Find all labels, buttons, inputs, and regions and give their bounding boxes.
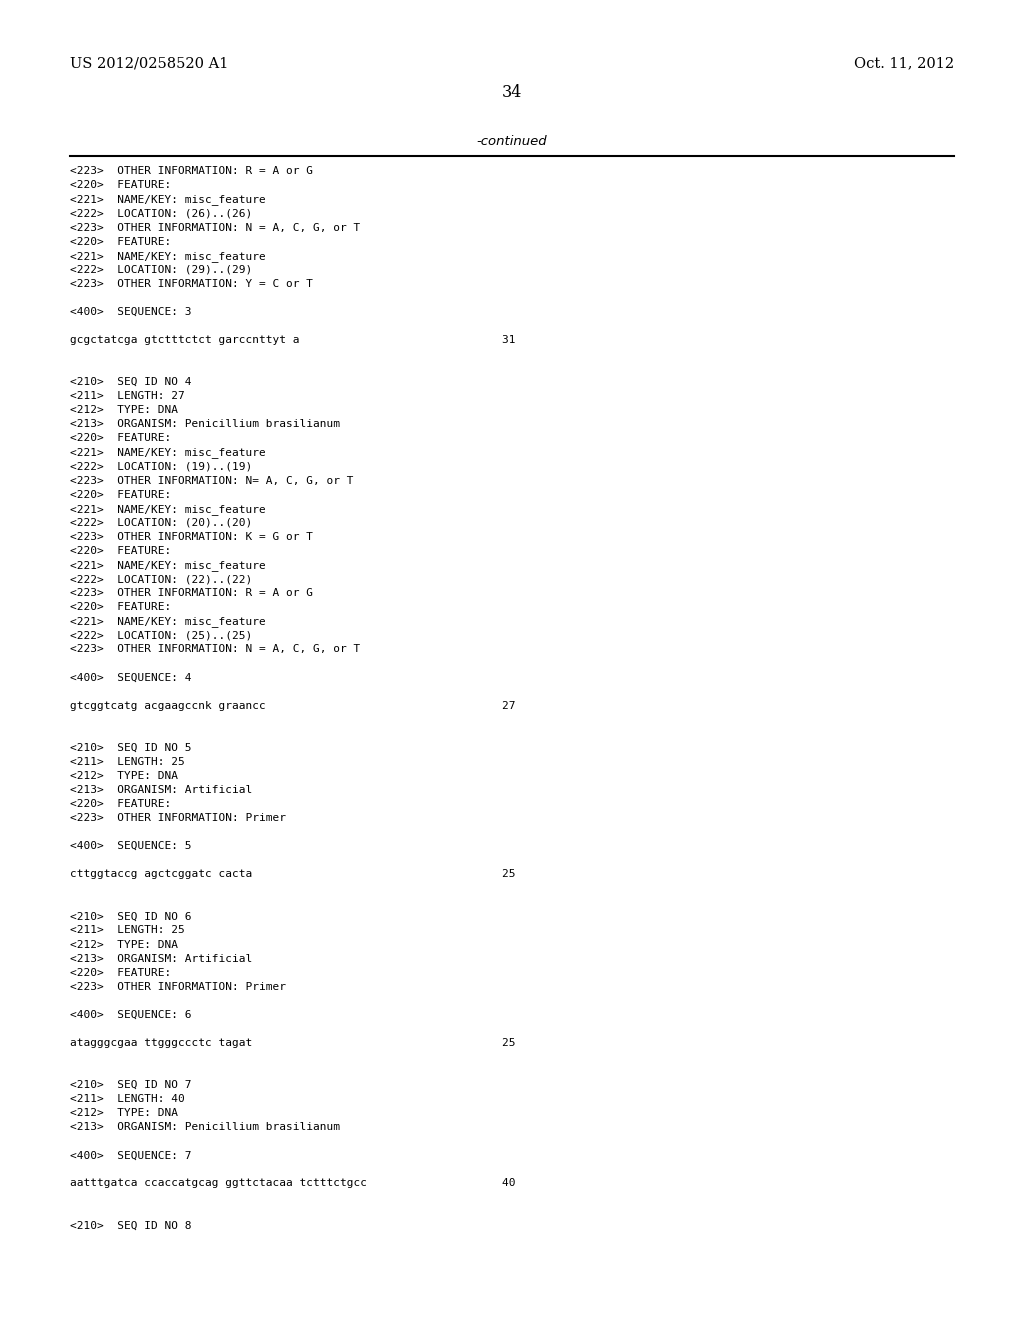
Text: gcgctatcga gtctttctct garccnttyt a                              31: gcgctatcga gtctttctct garccnttyt a 31: [70, 335, 515, 345]
Text: <211>  LENGTH: 27: <211> LENGTH: 27: [70, 391, 184, 401]
Text: <220>  FEATURE:: <220> FEATURE:: [70, 181, 171, 190]
Text: <221>  NAME/KEY: misc_feature: <221> NAME/KEY: misc_feature: [70, 560, 265, 570]
Text: <210>  SEQ ID NO 4: <210> SEQ ID NO 4: [70, 378, 191, 387]
Text: <221>  NAME/KEY: misc_feature: <221> NAME/KEY: misc_feature: [70, 504, 265, 515]
Text: <213>  ORGANISM: Penicillium brasilianum: <213> ORGANISM: Penicillium brasilianum: [70, 420, 340, 429]
Text: <210>  SEQ ID NO 5: <210> SEQ ID NO 5: [70, 743, 191, 752]
Text: <210>  SEQ ID NO 7: <210> SEQ ID NO 7: [70, 1080, 191, 1090]
Text: <211>  LENGTH: 25: <211> LENGTH: 25: [70, 756, 184, 767]
Text: <223>  OTHER INFORMATION: R = A or G: <223> OTHER INFORMATION: R = A or G: [70, 166, 312, 177]
Text: <223>  OTHER INFORMATION: K = G or T: <223> OTHER INFORMATION: K = G or T: [70, 532, 312, 541]
Text: <222>  LOCATION: (20)..(20): <222> LOCATION: (20)..(20): [70, 517, 252, 528]
Text: <220>  FEATURE:: <220> FEATURE:: [70, 602, 171, 612]
Text: 34: 34: [502, 84, 522, 100]
Text: <400>  SEQUENCE: 7: <400> SEQUENCE: 7: [70, 1151, 191, 1160]
Text: <222>  LOCATION: (19)..(19): <222> LOCATION: (19)..(19): [70, 462, 252, 471]
Text: <221>  NAME/KEY: misc_feature: <221> NAME/KEY: misc_feature: [70, 447, 265, 458]
Text: <220>  FEATURE:: <220> FEATURE:: [70, 433, 171, 444]
Text: <211>  LENGTH: 40: <211> LENGTH: 40: [70, 1094, 184, 1104]
Text: atagggcgaa ttgggccctc tagat                                     25: atagggcgaa ttgggccctc tagat 25: [70, 1038, 515, 1048]
Text: <400>  SEQUENCE: 4: <400> SEQUENCE: 4: [70, 672, 191, 682]
Text: <223>  OTHER INFORMATION: N = A, C, G, or T: <223> OTHER INFORMATION: N = A, C, G, or…: [70, 223, 359, 232]
Text: <400>  SEQUENCE: 6: <400> SEQUENCE: 6: [70, 1010, 191, 1020]
Text: <223>  OTHER INFORMATION: N = A, C, G, or T: <223> OTHER INFORMATION: N = A, C, G, or…: [70, 644, 359, 655]
Text: <222>  LOCATION: (25)..(25): <222> LOCATION: (25)..(25): [70, 630, 252, 640]
Text: <221>  NAME/KEY: misc_feature: <221> NAME/KEY: misc_feature: [70, 616, 265, 627]
Text: <211>  LENGTH: 25: <211> LENGTH: 25: [70, 925, 184, 936]
Text: <213>  ORGANISM: Artificial: <213> ORGANISM: Artificial: [70, 785, 252, 795]
Text: <220>  FEATURE:: <220> FEATURE:: [70, 968, 171, 978]
Text: <210>  SEQ ID NO 8: <210> SEQ ID NO 8: [70, 1221, 191, 1230]
Text: <400>  SEQUENCE: 3: <400> SEQUENCE: 3: [70, 308, 191, 317]
Text: <213>  ORGANISM: Penicillium brasilianum: <213> ORGANISM: Penicillium brasilianum: [70, 1122, 340, 1133]
Text: <220>  FEATURE:: <220> FEATURE:: [70, 799, 171, 809]
Text: <221>  NAME/KEY: misc_feature: <221> NAME/KEY: misc_feature: [70, 251, 265, 261]
Text: <223>  OTHER INFORMATION: R = A or G: <223> OTHER INFORMATION: R = A or G: [70, 589, 312, 598]
Text: <400>  SEQUENCE: 5: <400> SEQUENCE: 5: [70, 841, 191, 851]
Text: cttggtaccg agctcggatc cacta                                     25: cttggtaccg agctcggatc cacta 25: [70, 870, 515, 879]
Text: <212>  TYPE: DNA: <212> TYPE: DNA: [70, 1109, 177, 1118]
Text: <223>  OTHER INFORMATION: Y = C or T: <223> OTHER INFORMATION: Y = C or T: [70, 279, 312, 289]
Text: <222>  LOCATION: (22)..(22): <222> LOCATION: (22)..(22): [70, 574, 252, 583]
Text: <212>  TYPE: DNA: <212> TYPE: DNA: [70, 405, 177, 416]
Text: <213>  ORGANISM: Artificial: <213> ORGANISM: Artificial: [70, 953, 252, 964]
Text: gtcggtcatg acgaagccnk graancc                                   27: gtcggtcatg acgaagccnk graancc 27: [70, 701, 515, 710]
Text: <223>  OTHER INFORMATION: Primer: <223> OTHER INFORMATION: Primer: [70, 813, 286, 822]
Text: <220>  FEATURE:: <220> FEATURE:: [70, 490, 171, 500]
Text: <223>  OTHER INFORMATION: Primer: <223> OTHER INFORMATION: Primer: [70, 982, 286, 991]
Text: Oct. 11, 2012: Oct. 11, 2012: [854, 57, 954, 70]
Text: <223>  OTHER INFORMATION: N= A, C, G, or T: <223> OTHER INFORMATION: N= A, C, G, or …: [70, 475, 353, 486]
Text: <220>  FEATURE:: <220> FEATURE:: [70, 236, 171, 247]
Text: <222>  LOCATION: (29)..(29): <222> LOCATION: (29)..(29): [70, 265, 252, 275]
Text: <222>  LOCATION: (26)..(26): <222> LOCATION: (26)..(26): [70, 209, 252, 219]
Text: <212>  TYPE: DNA: <212> TYPE: DNA: [70, 940, 177, 949]
Text: aatttgatca ccaccatgcag ggttctacaa tctttctgcc                    40: aatttgatca ccaccatgcag ggttctacaa tctttc…: [70, 1179, 515, 1188]
Text: <212>  TYPE: DNA: <212> TYPE: DNA: [70, 771, 177, 781]
Text: <221>  NAME/KEY: misc_feature: <221> NAME/KEY: misc_feature: [70, 194, 265, 206]
Text: US 2012/0258520 A1: US 2012/0258520 A1: [70, 57, 228, 70]
Text: <220>  FEATURE:: <220> FEATURE:: [70, 546, 171, 556]
Text: <210>  SEQ ID NO 6: <210> SEQ ID NO 6: [70, 911, 191, 921]
Text: -continued: -continued: [477, 135, 547, 148]
